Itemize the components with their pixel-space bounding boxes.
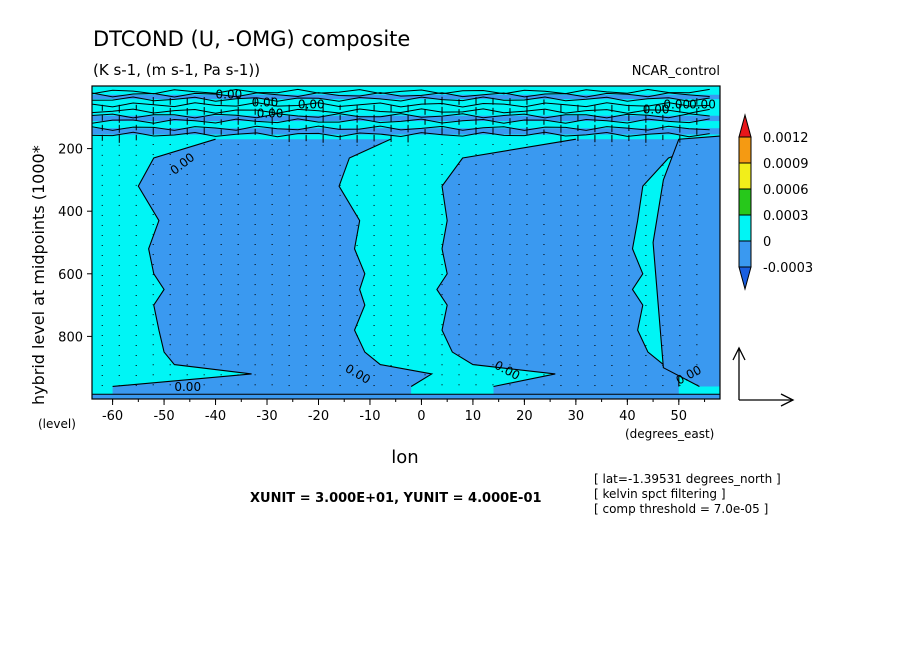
x-tick-label: 10 xyxy=(465,409,482,424)
colorbar-swatch xyxy=(738,113,752,138)
colorbar-swatch xyxy=(738,240,752,268)
y-axis-label: hybrid level at midpoints (1000* xyxy=(29,145,48,405)
wind-vectors xyxy=(101,96,698,387)
reference-vector xyxy=(732,346,795,407)
colorbar-label: 0.0003 xyxy=(763,209,809,224)
y-tick-label: 600 xyxy=(58,268,83,283)
contour-label: 0.00 xyxy=(257,106,284,120)
x-tick-label: -30 xyxy=(256,409,277,424)
x-tick-label: 50 xyxy=(671,409,688,424)
colorbar-swatch xyxy=(738,162,752,190)
contour-line xyxy=(91,92,710,98)
y-units-label: (level) xyxy=(38,417,76,431)
zero-contour xyxy=(652,135,721,387)
x-tick-label: -20 xyxy=(308,409,329,424)
negative-region xyxy=(112,139,432,399)
colorbar: 0.0012 0.0009 0.0006 0.0003 0 -0.0003 xyxy=(738,113,813,291)
colorbar-label: 0.0006 xyxy=(763,183,809,198)
contour-label: 0.00 xyxy=(689,98,716,112)
upper-band xyxy=(92,115,720,122)
contour-label: 0.00 xyxy=(643,103,670,117)
unit-text: XUNIT = 3.000E+01, YUNIT = 4.000E-01 xyxy=(250,491,542,506)
colorbar-label: 0.0012 xyxy=(763,131,809,146)
contour-line xyxy=(91,96,710,102)
negative-region xyxy=(653,136,720,387)
x-units-label: (degrees_east) xyxy=(625,427,714,441)
y-tick-label: 400 xyxy=(58,205,83,220)
colorbar-swatch xyxy=(738,136,752,164)
negative-region xyxy=(92,394,720,399)
contour-label: 0.00 xyxy=(174,380,201,394)
x-tick-label: 40 xyxy=(619,409,636,424)
contour-label: 0.00 xyxy=(252,95,279,109)
annotation-filter: [ kelvin spct filtering ] xyxy=(594,487,726,501)
x-tick-label: -60 xyxy=(102,409,123,424)
contour-line xyxy=(91,113,710,119)
colorbar-label: -0.0003 xyxy=(763,261,813,276)
y-tick-label: 200 xyxy=(58,143,83,158)
contour-line xyxy=(91,88,710,95)
upper-band xyxy=(92,94,720,100)
colorbar-swatch xyxy=(738,188,752,216)
contour-label: 0.00 xyxy=(298,98,325,112)
dataset-label: NCAR_control xyxy=(632,64,720,79)
contour-label: 0.00 xyxy=(663,98,690,112)
negative-region xyxy=(436,139,720,399)
x-tick-label: 20 xyxy=(516,409,533,424)
upper-bands xyxy=(91,88,720,138)
contour-label: 0.00 xyxy=(216,88,243,102)
contour-line xyxy=(91,125,710,131)
negative-regions xyxy=(92,135,721,399)
x-axis: -60 -50 -40 -30 -20 -10 0 10 20 30 40 50 xyxy=(102,399,706,424)
x-tick-label: -50 xyxy=(153,409,174,424)
colorbar-swatch xyxy=(738,266,752,291)
contour-line xyxy=(91,118,710,124)
annotation-lat: [ lat=-1.39531 degrees_north ] xyxy=(594,472,781,486)
zero-contour xyxy=(112,138,252,388)
plot-frame xyxy=(91,85,721,400)
zero-contour xyxy=(338,138,434,387)
y-tick-label: 800 xyxy=(58,330,83,345)
x-tick-label: -10 xyxy=(359,409,380,424)
y-axis: 200 400 600 800 xyxy=(58,143,92,345)
contour-line xyxy=(91,102,710,108)
annotation-threshold: [ comp threshold = 7.0e-05 ] xyxy=(594,502,768,516)
chart-title: DTCOND (U, -OMG) composite xyxy=(93,27,410,51)
x-tick-label: -40 xyxy=(205,409,226,424)
upper-band xyxy=(92,128,720,135)
plot-area: 0.000.00 0.000.000.000.00 0.000.000.00 0.00… xyxy=(91,85,721,400)
x-tick-label: 0 xyxy=(417,409,425,424)
x-axis-label: lon xyxy=(391,447,418,468)
zero-contour xyxy=(436,138,576,388)
chart-subtitle: (K s-1, (m s-1, Pa s-1)) xyxy=(93,61,260,79)
colorbar-label: 0.0009 xyxy=(763,157,809,172)
contour-line xyxy=(91,108,710,114)
contour-line xyxy=(91,131,710,138)
x-tick-label: 30 xyxy=(568,409,585,424)
colorbar-swatch xyxy=(738,214,752,242)
colorbar-label: 0 xyxy=(763,235,771,250)
